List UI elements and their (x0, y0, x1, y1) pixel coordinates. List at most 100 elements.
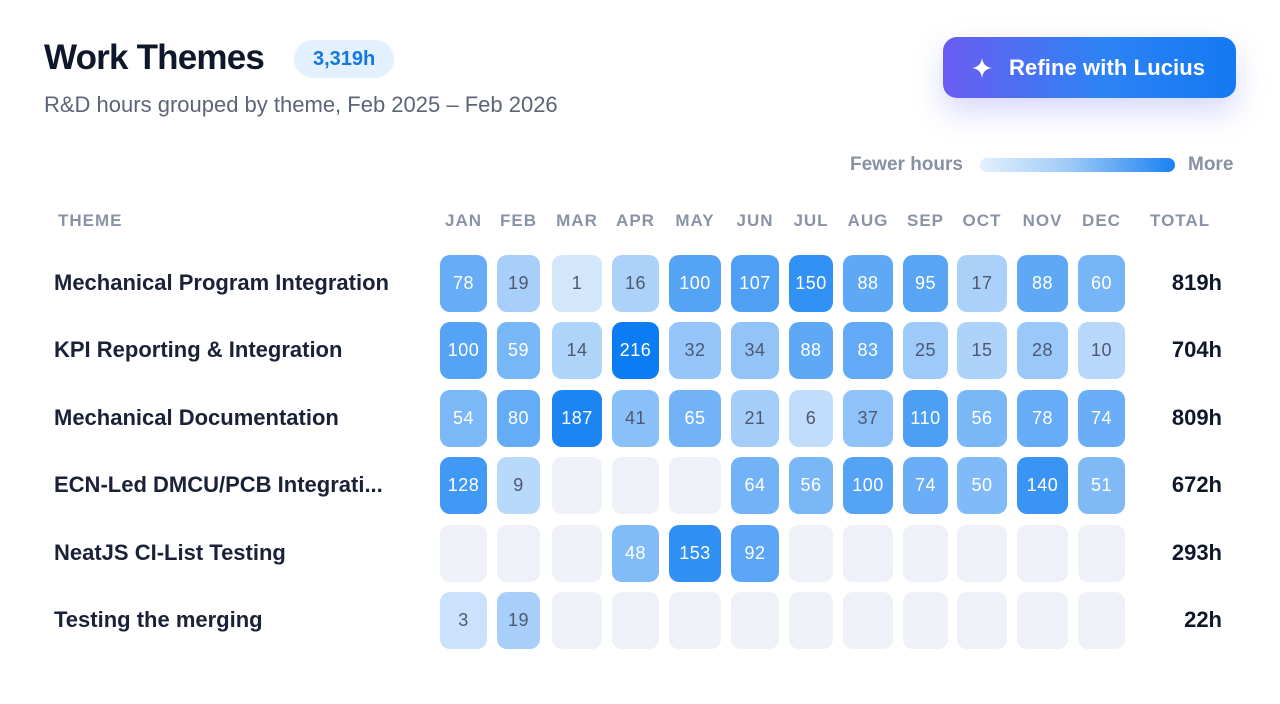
heatmap-cell[interactable]: 74 (1078, 390, 1125, 447)
theme-total: 672h (1171, 472, 1222, 497)
heatmap-cell[interactable] (789, 525, 833, 582)
total-column-header: TOTAL (1150, 211, 1211, 230)
heatmap-cell[interactable]: 78 (1017, 390, 1068, 447)
heatmap-cell[interactable]: 100 (669, 255, 721, 312)
heatmap-cell[interactable]: 100 (440, 322, 487, 379)
theme-total: 293h (1171, 540, 1222, 565)
total-hours-badge: 3,319h (294, 40, 395, 78)
heatmap-cell[interactable] (957, 592, 1007, 649)
heatmap-cell[interactable]: 88 (1017, 255, 1068, 312)
heatmap-cell[interactable]: 128 (440, 457, 487, 514)
theme-name[interactable]: Mechanical Documentation (54, 405, 339, 430)
heatmap-cell[interactable]: 107 (731, 255, 779, 312)
heatmap-cell[interactable] (843, 592, 893, 649)
heatmap-cell[interactable]: 32 (669, 322, 721, 379)
heatmap-cell[interactable]: 9 (497, 457, 540, 514)
heatmap-cell[interactable]: 17 (957, 255, 1007, 312)
month-header-aug: AUG (847, 211, 889, 230)
heatmap-cell[interactable]: 37 (843, 390, 893, 447)
heatmap-cell[interactable]: 48 (612, 525, 659, 582)
theme-total: 704h (1171, 337, 1222, 362)
page-subtitle: R&D hours grouped by theme, Feb 2025 – F… (44, 92, 558, 117)
heatmap-cell[interactable]: 153 (669, 525, 721, 582)
theme-total: 22h (1184, 607, 1222, 632)
theme-name[interactable]: NeatJS CI-List Testing (54, 540, 286, 565)
heatmap-cell[interactable] (669, 592, 721, 649)
theme-name[interactable]: Mechanical Program Integration (54, 270, 389, 295)
heatmap-cell[interactable]: 41 (612, 390, 659, 447)
heatmap-cell[interactable] (1078, 592, 1125, 649)
sparkle-icon (971, 57, 993, 78)
heatmap-cell[interactable]: 88 (789, 322, 833, 379)
heatmap-cell[interactable]: 95 (903, 255, 948, 312)
heatmap-cell[interactable]: 1 (552, 255, 602, 312)
refine-with-lucius-button[interactable]: Refine with Lucius (943, 37, 1236, 98)
theme-name[interactable]: Testing the merging (54, 607, 263, 632)
month-header-sep: SEP (906, 211, 945, 230)
heatmap-cell[interactable]: 15 (957, 322, 1007, 379)
month-header-apr: APR (616, 211, 655, 230)
heatmap-cell[interactable]: 25 (903, 322, 948, 379)
theme-total: 819h (1171, 270, 1222, 295)
heatmap-cell[interactable]: 56 (957, 390, 1007, 447)
heatmap-cell[interactable]: 10 (1078, 322, 1125, 379)
heatmap-cell[interactable] (903, 525, 948, 582)
heatmap-cell[interactable] (957, 525, 1007, 582)
legend-gradient-bar (980, 158, 1175, 172)
heatmap-cell[interactable]: 21 (731, 390, 779, 447)
heatmap-cell[interactable] (843, 525, 893, 582)
month-header-may: MAY (675, 211, 715, 230)
heatmap-cell[interactable] (1017, 592, 1068, 649)
heatmap-cell[interactable]: 100 (843, 457, 893, 514)
month-header-nov: NOV (1022, 211, 1063, 230)
heatmap-cell[interactable] (1017, 525, 1068, 582)
heatmap-cell[interactable]: 51 (1078, 457, 1125, 514)
month-header-feb: FEB (500, 211, 537, 230)
heatmap-cell[interactable]: 50 (957, 457, 1007, 514)
heatmap-cell[interactable] (731, 592, 779, 649)
heatmap-cell[interactable] (789, 592, 833, 649)
heatmap-cell[interactable]: 54 (440, 390, 487, 447)
heatmap-cell[interactable] (612, 592, 659, 649)
heatmap-cell[interactable]: 88 (843, 255, 893, 312)
heatmap-cell[interactable] (669, 457, 721, 514)
heatmap-cell[interactable]: 19 (497, 592, 540, 649)
theme-name[interactable]: KPI Reporting & Integration (54, 337, 343, 362)
heatmap-cell[interactable]: 14 (552, 322, 602, 379)
heatmap-cell[interactable]: 74 (903, 457, 948, 514)
heatmap-cell[interactable]: 150 (789, 255, 833, 312)
heatmap-cell[interactable]: 19 (497, 255, 540, 312)
heatmap-cell[interactable]: 80 (497, 390, 540, 447)
heatmap-cell[interactable]: 3 (440, 592, 487, 649)
month-header-mar: MAR (556, 211, 598, 230)
month-header-dec: DEC (1082, 211, 1121, 230)
heatmap-cell[interactable]: 59 (497, 322, 540, 379)
heatmap-cell[interactable]: 6 (789, 390, 833, 447)
legend-more-label: More (1188, 154, 1234, 175)
month-header-jun: JUN (736, 211, 774, 230)
heatmap-cell[interactable] (497, 525, 540, 582)
heatmap-cell[interactable]: 16 (612, 255, 659, 312)
heatmap-cell[interactable] (552, 592, 602, 649)
theme-name[interactable]: ECN-Led DMCU/PCB Integrati... (54, 472, 383, 497)
page-title: Work Themes (44, 38, 265, 77)
heatmap-cell[interactable] (552, 525, 602, 582)
heatmap-cell[interactable]: 140 (1017, 457, 1068, 514)
heatmap-cell[interactable]: 60 (1078, 255, 1125, 312)
heatmap-cell[interactable]: 83 (843, 322, 893, 379)
heatmap-cell[interactable]: 187 (552, 390, 602, 447)
heatmap-cell[interactable]: 216 (612, 322, 659, 379)
heatmap-cell[interactable]: 56 (789, 457, 833, 514)
heatmap-cell[interactable]: 28 (1017, 322, 1068, 379)
heatmap-cell[interactable]: 92 (731, 525, 779, 582)
heatmap-cell[interactable] (903, 592, 948, 649)
heatmap-cell[interactable]: 78 (440, 255, 487, 312)
heatmap-cell[interactable] (552, 457, 602, 514)
heatmap-cell[interactable]: 64 (731, 457, 779, 514)
heatmap-cell[interactable]: 65 (669, 390, 721, 447)
heatmap-cell[interactable] (440, 525, 487, 582)
heatmap-cell[interactable]: 110 (903, 390, 948, 447)
heatmap-cell[interactable]: 34 (731, 322, 779, 379)
heatmap-cell[interactable] (1078, 525, 1125, 582)
heatmap-cell[interactable] (612, 457, 659, 514)
